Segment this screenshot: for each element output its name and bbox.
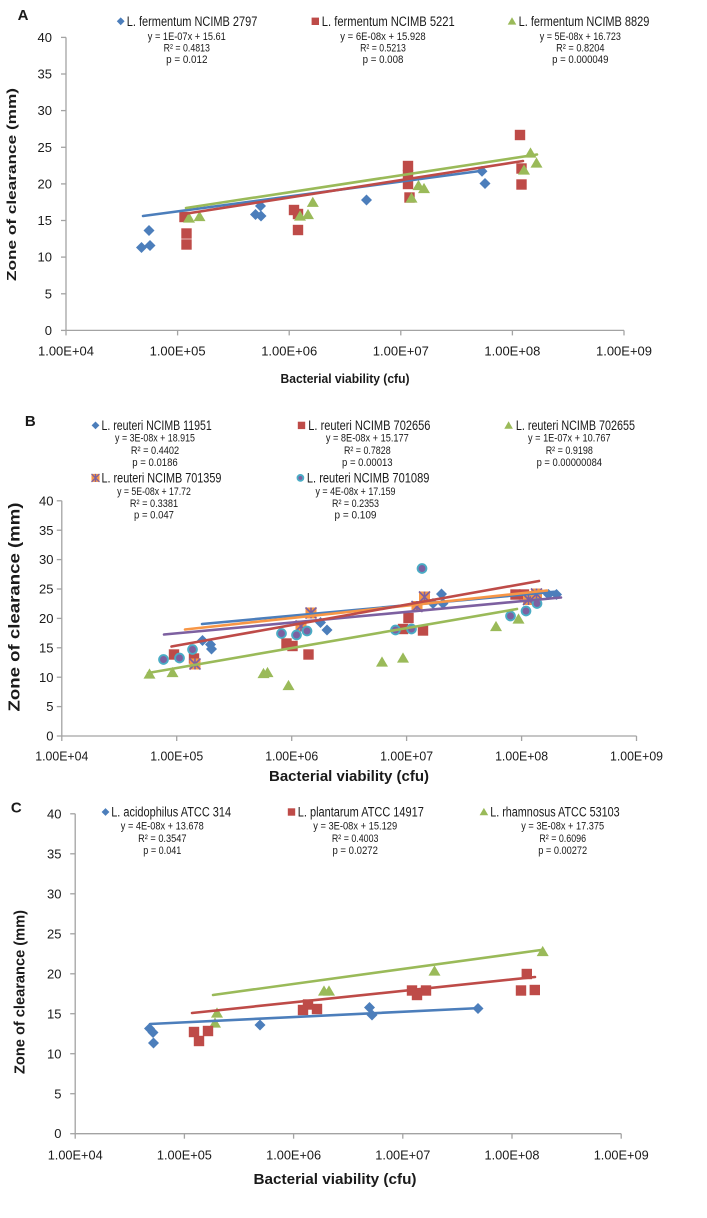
svg-text:1.00E+04: 1.00E+04 bbox=[35, 749, 88, 764]
svg-text:L. fermentum NCIMB 2797: L. fermentum NCIMB 2797 bbox=[127, 14, 257, 29]
svg-text:L. reuteri NCIMB 702655: L. reuteri NCIMB 702655 bbox=[516, 418, 635, 433]
svg-text:20: 20 bbox=[38, 176, 52, 191]
svg-text:25: 25 bbox=[47, 926, 61, 941]
svg-text:p = 0.008: p = 0.008 bbox=[363, 54, 404, 66]
svg-text:Zone of clearance (mm): Zone of clearance (mm) bbox=[4, 88, 19, 281]
svg-text:y = 8E-08x + 15.177: y = 8E-08x + 15.177 bbox=[326, 433, 409, 445]
svg-text:Bacterial viability (cfu): Bacterial viability (cfu) bbox=[281, 371, 410, 386]
svg-text:p = 0.0272: p = 0.0272 bbox=[332, 845, 378, 857]
svg-text:B: B bbox=[25, 413, 36, 430]
svg-text:y = 3E-08x + 18.915: y = 3E-08x + 18.915 bbox=[115, 433, 195, 445]
svg-text:1.00E+08: 1.00E+08 bbox=[495, 749, 548, 764]
svg-text:R² = 0.4003: R² = 0.4003 bbox=[332, 833, 379, 845]
svg-text:R² = 0.6096: R² = 0.6096 bbox=[539, 833, 586, 845]
svg-text:L. fermentum NCIMB 5221: L. fermentum NCIMB 5221 bbox=[322, 14, 455, 29]
svg-text:25: 25 bbox=[38, 140, 52, 155]
svg-text:5: 5 bbox=[45, 286, 52, 301]
svg-text:L. reuteri NCIMB 702656: L. reuteri NCIMB 702656 bbox=[308, 418, 430, 433]
svg-text:30: 30 bbox=[39, 552, 53, 567]
svg-text:35: 35 bbox=[39, 523, 53, 538]
svg-text:5: 5 bbox=[54, 1086, 61, 1101]
svg-text:p = 0.047: p = 0.047 bbox=[134, 510, 174, 522]
svg-text:0: 0 bbox=[54, 1126, 61, 1141]
svg-text:10: 10 bbox=[47, 1046, 61, 1061]
svg-text:1.00E+08: 1.00E+08 bbox=[485, 1148, 540, 1163]
svg-text:Bacterial viability (cfu): Bacterial viability (cfu) bbox=[254, 1171, 417, 1188]
svg-text:1.00E+09: 1.00E+09 bbox=[594, 1148, 649, 1163]
svg-text:p = 0.00013: p = 0.00013 bbox=[342, 457, 393, 469]
svg-text:1.00E+05: 1.00E+05 bbox=[150, 749, 203, 764]
svg-text:C: C bbox=[11, 800, 22, 817]
svg-text:1.00E+09: 1.00E+09 bbox=[596, 343, 652, 358]
svg-text:A: A bbox=[18, 7, 29, 24]
svg-text:y = 3E-08x + 15.129: y = 3E-08x + 15.129 bbox=[313, 821, 397, 833]
svg-text:35: 35 bbox=[38, 67, 52, 82]
svg-text:40: 40 bbox=[38, 30, 52, 45]
svg-text:40: 40 bbox=[39, 493, 53, 508]
svg-text:y = 4E-08x + 17.159: y = 4E-08x + 17.159 bbox=[316, 486, 396, 498]
svg-text:R² = 0.8204: R² = 0.8204 bbox=[556, 43, 604, 55]
svg-text:1.00E+04: 1.00E+04 bbox=[48, 1148, 103, 1163]
svg-text:1.00E+05: 1.00E+05 bbox=[157, 1148, 212, 1163]
svg-text:y = 5E-08x + 17.72: y = 5E-08x + 17.72 bbox=[117, 486, 191, 498]
svg-text:p = 0.109: p = 0.109 bbox=[335, 510, 377, 522]
svg-text:R² = 0.4402: R² = 0.4402 bbox=[131, 445, 179, 457]
svg-text:35: 35 bbox=[47, 846, 61, 861]
svg-text:p = 0.00000084: p = 0.00000084 bbox=[537, 457, 602, 469]
svg-text:R² = 0.3547: R² = 0.3547 bbox=[138, 833, 186, 845]
svg-text:L. reuteri NCIMB 11951: L. reuteri NCIMB 11951 bbox=[102, 418, 212, 433]
svg-text:1.00E+06: 1.00E+06 bbox=[261, 343, 317, 358]
svg-text:p = 0.0186: p = 0.0186 bbox=[132, 457, 178, 469]
svg-text:R² = 0.7828: R² = 0.7828 bbox=[344, 445, 391, 457]
svg-text:y = 5E-08x + 16.723: y = 5E-08x + 16.723 bbox=[540, 31, 621, 43]
svg-text:p = 0.041: p = 0.041 bbox=[143, 845, 181, 857]
svg-text:10: 10 bbox=[39, 670, 53, 685]
svg-text:0: 0 bbox=[46, 729, 53, 744]
svg-text:R² = 0.2353: R² = 0.2353 bbox=[332, 498, 379, 510]
svg-text:R² = 0.9198: R² = 0.9198 bbox=[546, 445, 593, 457]
svg-text:0: 0 bbox=[45, 323, 52, 338]
svg-text:1.00E+06: 1.00E+06 bbox=[266, 1148, 321, 1163]
svg-text:p = 0.012: p = 0.012 bbox=[166, 54, 207, 66]
svg-text:y = 4E-08x + 13.678: y = 4E-08x + 13.678 bbox=[121, 821, 204, 833]
svg-text:L. plantarum ATCC 14917: L. plantarum ATCC 14917 bbox=[298, 805, 424, 820]
svg-text:y = 6E-08x + 15.928: y = 6E-08x + 15.928 bbox=[340, 31, 425, 43]
svg-text:y = 3E-08x + 17.375: y = 3E-08x + 17.375 bbox=[521, 821, 604, 833]
svg-text:1.00E+06: 1.00E+06 bbox=[265, 749, 318, 764]
svg-text:Zone of clearance (mm): Zone of clearance (mm) bbox=[12, 910, 29, 1074]
svg-text:p = 0.00272: p = 0.00272 bbox=[538, 845, 587, 857]
svg-text:15: 15 bbox=[39, 640, 53, 655]
svg-text:Bacterial viability (cfu): Bacterial viability (cfu) bbox=[269, 768, 429, 785]
svg-text:R² = 0.5213: R² = 0.5213 bbox=[360, 43, 406, 55]
svg-text:1.00E+08: 1.00E+08 bbox=[484, 343, 540, 358]
svg-text:R² = 0.3381: R² = 0.3381 bbox=[130, 498, 178, 510]
svg-text:40: 40 bbox=[47, 806, 61, 821]
svg-text:5: 5 bbox=[46, 699, 53, 714]
svg-text:1.00E+09: 1.00E+09 bbox=[610, 749, 663, 764]
svg-text:1.00E+04: 1.00E+04 bbox=[38, 343, 94, 358]
svg-text:1.00E+07: 1.00E+07 bbox=[373, 343, 429, 358]
svg-text:L. fermentum NCIMB 8829: L. fermentum NCIMB 8829 bbox=[519, 14, 650, 29]
svg-text:L. acidophilus ATCC 314: L. acidophilus ATCC 314 bbox=[111, 805, 231, 820]
svg-text:1.00E+07: 1.00E+07 bbox=[380, 749, 433, 764]
svg-text:15: 15 bbox=[38, 213, 52, 228]
svg-text:y = 1E-07x + 10.767: y = 1E-07x + 10.767 bbox=[528, 433, 611, 445]
svg-text:25: 25 bbox=[39, 582, 53, 597]
svg-text:30: 30 bbox=[47, 886, 61, 901]
svg-text:20: 20 bbox=[39, 611, 53, 626]
svg-text:p = 0.000049: p = 0.000049 bbox=[552, 54, 608, 66]
svg-text:20: 20 bbox=[47, 966, 61, 981]
svg-text:L. rhamnosus ATCC 53103: L. rhamnosus ATCC 53103 bbox=[490, 805, 620, 820]
svg-text:30: 30 bbox=[38, 103, 52, 118]
svg-text:L. reuteri NCIMB 701359: L. reuteri NCIMB 701359 bbox=[102, 470, 222, 485]
svg-text:R² = 0.4813: R² = 0.4813 bbox=[164, 43, 210, 55]
svg-text:15: 15 bbox=[47, 1006, 61, 1021]
svg-text:L. reuteri NCIMB 701089: L. reuteri NCIMB 701089 bbox=[307, 470, 430, 485]
svg-text:Zone of clearance (mm): Zone of clearance (mm) bbox=[6, 503, 23, 712]
svg-text:y = 1E-07x + 15.61: y = 1E-07x + 15.61 bbox=[148, 31, 226, 43]
svg-text:1.00E+05: 1.00E+05 bbox=[150, 343, 206, 358]
svg-text:10: 10 bbox=[38, 250, 52, 265]
svg-text:1.00E+07: 1.00E+07 bbox=[375, 1148, 430, 1163]
